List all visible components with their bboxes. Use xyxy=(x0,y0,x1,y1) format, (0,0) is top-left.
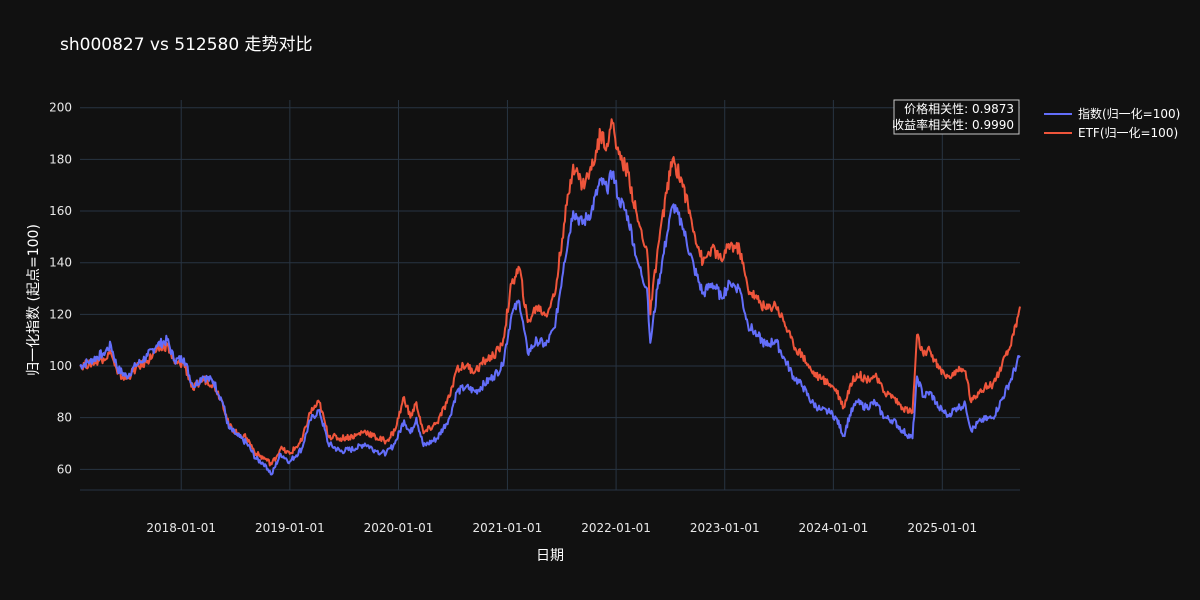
y-tick-label: 80 xyxy=(57,411,72,425)
x-tick-label: 2019-01-01 xyxy=(255,521,325,535)
x-tick-label: 2018-01-01 xyxy=(146,521,216,535)
legend-label-etf: ETF(归一化=100) xyxy=(1078,126,1178,140)
y-tick-label: 200 xyxy=(49,101,72,115)
y-tick-label: 100 xyxy=(49,359,72,373)
x-tick-label: 2023-01-01 xyxy=(690,521,760,535)
y-axis-title: 归一化指数 (起点=100) xyxy=(25,224,42,376)
legend-item-etf[interactable]: ETF(归一化=100) xyxy=(1044,126,1178,140)
y-tick-label: 120 xyxy=(49,307,72,321)
x-tick-label: 2025-01-01 xyxy=(907,521,977,535)
x-tick-label: 2020-01-01 xyxy=(364,521,434,535)
price-correlation-text: 价格相关性: 0.9873 xyxy=(904,101,1014,116)
series-line-index xyxy=(79,169,1021,476)
correlation-annotation: 价格相关性: 0.9873 收益率相关性: 0.9990 xyxy=(892,99,1020,135)
y-tick-label: 180 xyxy=(49,152,72,166)
x-axis-title: 日期 xyxy=(536,548,564,564)
annotation-box xyxy=(893,99,1020,135)
y-tick-label: 160 xyxy=(49,204,72,218)
ticks: 60 80 100 120 140 160 180 200 2018-01-01 2019-01-… xyxy=(49,101,977,535)
series-line-etf xyxy=(79,118,1021,467)
x-tick-label: 2022-01-01 xyxy=(581,521,651,535)
legend-label-index: 指数(归一化=100) xyxy=(1078,106,1180,121)
x-tick-label: 2021-01-01 xyxy=(473,521,543,535)
y-tick-label: 140 xyxy=(49,256,72,270)
legend-item-index[interactable]: 指数(归一化=100) xyxy=(1044,106,1180,121)
return-correlation-text: 收益率相关性: 0.9990 xyxy=(892,117,1014,132)
series-layer xyxy=(79,118,1021,476)
legend: 指数(归一化=100) ETF(归一化=100) xyxy=(1044,106,1180,140)
x-tick-label: 2024-01-01 xyxy=(798,521,868,535)
y-tick-label: 60 xyxy=(57,462,72,476)
grid xyxy=(80,100,1020,491)
chart-title: sh000827 vs 512580 走势对比 xyxy=(60,35,313,55)
